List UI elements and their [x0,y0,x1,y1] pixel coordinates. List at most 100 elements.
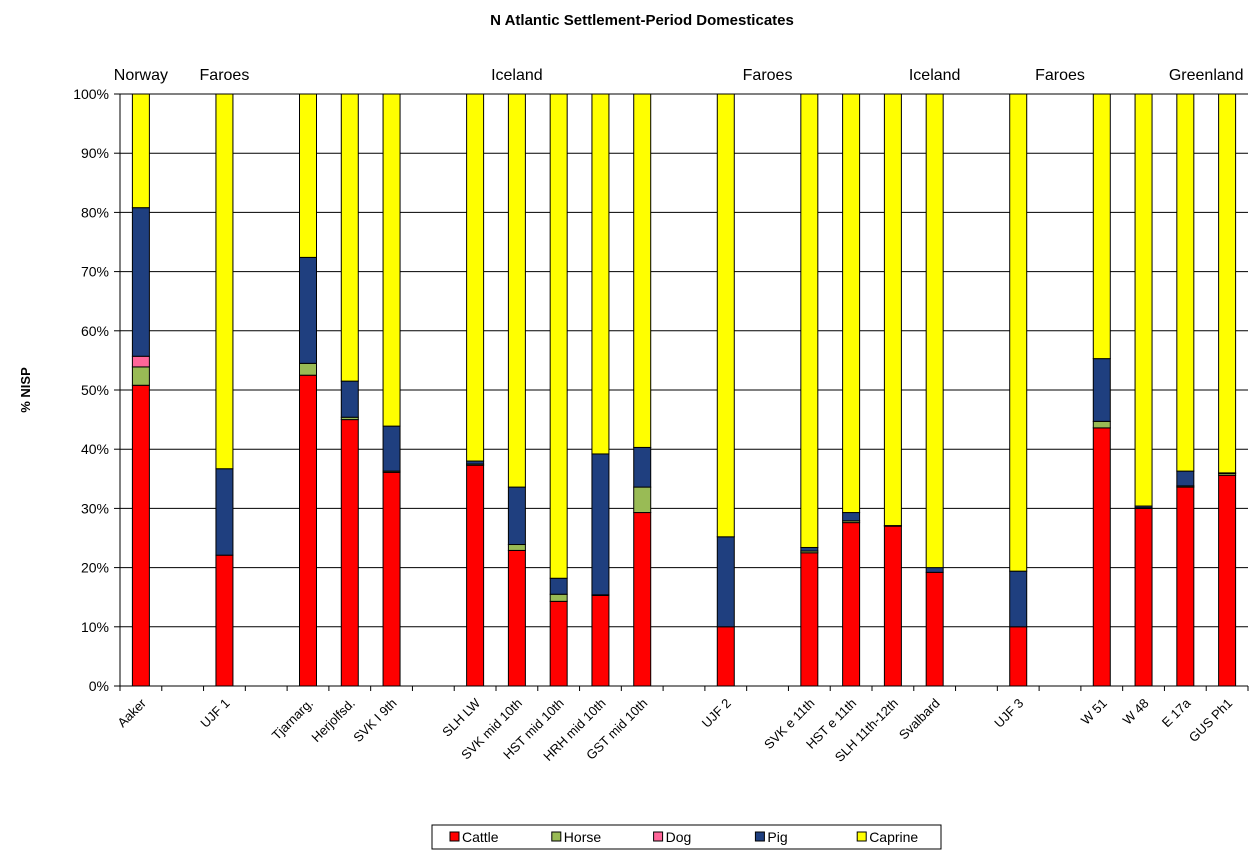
y-tick-label: 20% [81,560,109,576]
x-tick-label: W 48 [1120,696,1152,728]
bar-segment-cattle [1134,507,1153,687]
bar-segment-pig [842,512,861,522]
legend-swatch-cattle [449,831,460,842]
bar-segment-caprine [800,93,819,548]
y-tick-label: 0% [89,678,109,694]
x-tick-label: GUS Ph1 [1186,696,1235,745]
bar-segment-caprine [1092,93,1111,360]
x-tick-label: W 51 [1078,696,1110,728]
bar-segment-cattle [1009,626,1028,687]
bar-segment-pig [1009,570,1028,628]
legend-frame [431,824,942,850]
bar-segment-pig [215,468,234,556]
legend-swatch-dog [653,831,664,842]
bar-segment-pig [1176,470,1195,487]
axes [119,94,1249,691]
bar-segment-caprine [1218,93,1237,474]
x-tick-label: Herjolfsd. [308,696,357,745]
bar-segment-caprine [716,93,735,538]
region-label: Iceland [491,67,543,84]
region-label: Faroes [743,67,793,84]
bar-segment-pig [716,536,735,628]
y-tick-label: 100% [73,86,109,102]
bar-segment-caprine [633,93,652,448]
bar-segment-caprine [382,93,401,427]
y-tick-label: 30% [81,500,109,516]
y-tick-label: 50% [81,382,109,398]
legend-swatch-horse [551,831,562,842]
legend-label-dog: Dog [666,829,692,845]
bar-segment-cattle [716,626,735,687]
y-tick-label: 10% [81,619,109,635]
region-label: Norway [114,67,168,84]
region-label: Faroes [1035,67,1085,84]
gridlines [114,93,1248,687]
bar-segment-caprine [549,93,568,579]
bar-segment-pig [925,567,944,573]
x-tick-label: UJF 1 [197,696,232,731]
bar-segment-horse [507,544,526,551]
bar-segment-caprine [1134,93,1153,507]
bar-segment-cattle [215,554,234,687]
bar-segment-pig [507,486,526,546]
bar-segment-caprine [340,93,359,382]
x-tick-labels: Aaker UJF 1 Tjarnarg.Herjolfsd.SVK I 9th SL… [114,695,1235,765]
bar-segment-pig [340,380,359,418]
x-tick-label: Aaker [114,695,149,730]
x-tick-label: E 17a [1159,695,1194,730]
legend-swatch-caprine [856,831,867,842]
bar-segment-cattle [633,512,652,687]
y-tick-label: 60% [81,323,109,339]
bar-segment-caprine [507,93,526,488]
legend: Cattle Horse Dog Pig Caprine [431,824,942,850]
bar-segment-cattle [1092,427,1111,687]
bar-segment-cattle [842,522,861,687]
bar-segment-caprine [842,93,861,514]
region-label: Faroes [200,67,250,84]
bar-segment-cattle [1176,486,1195,687]
bar-segment-cattle [1218,474,1237,687]
chart-title: N Atlantic Settlement-Period Domesticate… [490,12,794,29]
bar-segment-caprine [1176,93,1195,472]
y-tick-labels: 0% 10% 20% 30% 40% 50% 60% 70% 80% 90% 100% [73,86,109,694]
bar-segment-cattle [507,549,526,687]
bar-segment-cattle [382,471,401,687]
bar-segment-pig [549,577,568,595]
bar-segment-cattle [591,594,610,687]
bar-segment-cattle [131,384,150,687]
bar-segment-horse [1092,420,1111,429]
bar-segment-dog [131,355,150,368]
bar-segment-cattle [925,571,944,687]
bar-segment-horse [299,362,317,376]
legend-swatch-pig [754,831,765,842]
x-tick-label: SVK I 9th [350,696,399,745]
bars [131,93,1237,687]
legend-label-cattle: Cattle [462,829,499,845]
y-axis-label: % NISP [18,367,33,413]
y-tick-label: 70% [81,264,109,280]
y-tick-label: 80% [81,204,109,220]
x-tick-label: UJF 3 [991,696,1026,731]
bar-segment-cattle [800,552,819,687]
bar-segment-horse [131,366,150,386]
bar-segment-caprine [925,93,944,569]
bar-segment-horse [633,486,652,514]
region-label: Iceland [909,67,961,84]
region-label: Greenland [1169,67,1244,84]
x-tick-label: UJF 2 [699,696,734,731]
legend-label-pig: Pig [767,829,787,845]
legend-label-horse: Horse [564,829,602,845]
bar-segment-caprine [1009,93,1028,572]
bar-segment-caprine [883,93,902,527]
bar-segment-cattle [466,464,485,687]
bar-segment-cattle [883,525,902,687]
region-labels: Norway Faroes Iceland Faroes Iceland Faroes Gr… [114,67,1244,84]
bar-segment-caprine [466,93,485,462]
bar-segment-cattle [299,374,317,687]
legend-label-caprine: Caprine [869,829,918,845]
x-tick-label: Svalbard [896,696,943,743]
y-tick-label: 90% [81,145,109,161]
bar-segment-pig [800,546,819,552]
bar-segment-cattle [549,600,568,687]
